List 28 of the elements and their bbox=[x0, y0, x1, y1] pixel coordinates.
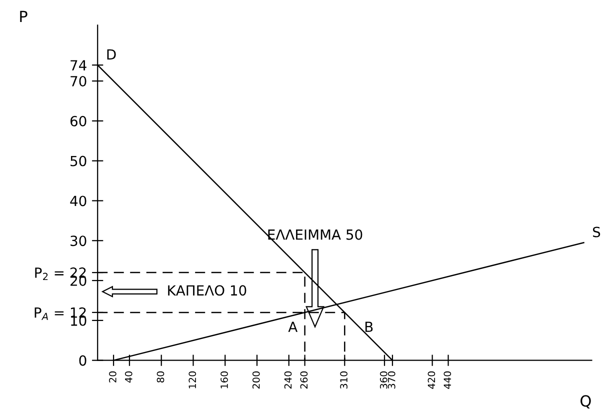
x-tick-label: 80 bbox=[156, 371, 164, 382]
x-tick-label: 440 bbox=[444, 371, 452, 389]
y-tick-label: 0 bbox=[79, 355, 86, 366]
y-tick-label: 40 bbox=[70, 196, 86, 206]
annotation: B bbox=[365, 322, 373, 332]
y-tick-label: 60 bbox=[70, 116, 86, 126]
annotation: ΚΑΠΕΛΟ 10 bbox=[168, 285, 246, 296]
series-label: D bbox=[107, 49, 116, 60]
x-axis-title: Q bbox=[580, 395, 591, 408]
series-label: S bbox=[592, 226, 600, 238]
annotation: A bbox=[288, 322, 298, 332]
annotation: ΕΛΛΕΙΜΜΑ 50 bbox=[268, 229, 362, 240]
x-tick-label: 260 bbox=[300, 371, 308, 389]
x-tick-label: 370 bbox=[388, 371, 396, 389]
y-tick-label: 30 bbox=[70, 236, 86, 246]
x-tick-label: 420 bbox=[428, 371, 436, 389]
y-tick-label: 50 bbox=[70, 156, 86, 166]
x-tick-label: 200 bbox=[252, 371, 260, 389]
x-tick-label: 40 bbox=[124, 371, 132, 383]
x-tick-label: 310 bbox=[340, 371, 348, 389]
x-tick-label: 360 bbox=[380, 371, 388, 389]
x-tick-label: 20 bbox=[109, 371, 116, 382]
y-axis-title: P bbox=[20, 10, 28, 22]
x-tick-label: 120 bbox=[188, 371, 196, 388]
x-tick-label: 160 bbox=[220, 371, 228, 388]
y-tick-label: 70 bbox=[70, 76, 86, 86]
y-tick-label: 74 bbox=[70, 60, 86, 70]
x-tick-label: 240 bbox=[284, 371, 292, 389]
